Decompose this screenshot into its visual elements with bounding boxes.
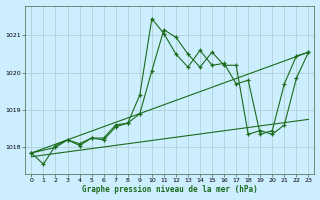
X-axis label: Graphe pression niveau de la mer (hPa): Graphe pression niveau de la mer (hPa) — [82, 185, 258, 194]
